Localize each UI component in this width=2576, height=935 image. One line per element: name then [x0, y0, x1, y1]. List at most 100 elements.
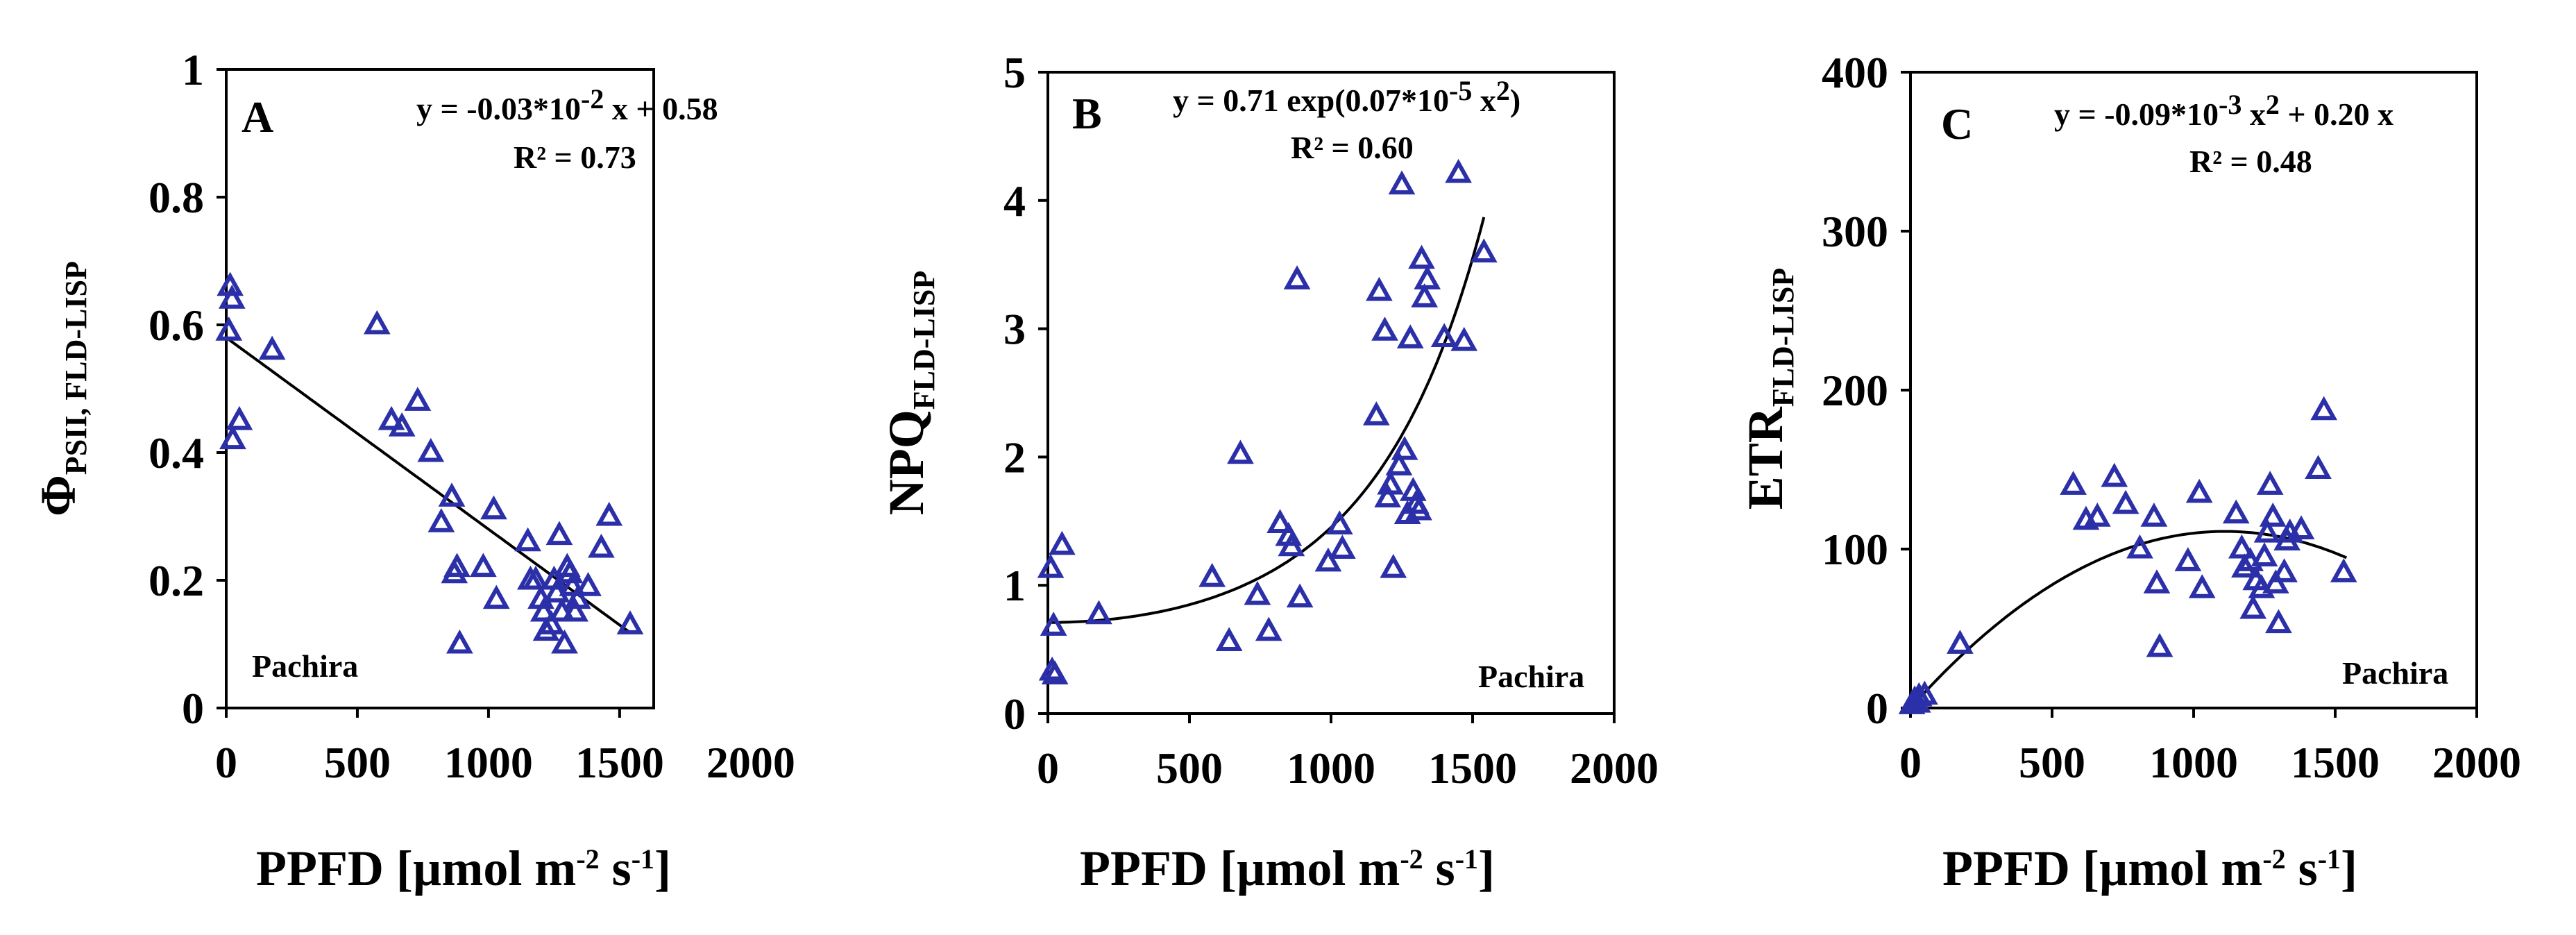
x-tick-label: 2000 [2432, 738, 2521, 787]
y-tick-label: 0.8 [149, 173, 204, 222]
y-tick-label: 2 [1003, 432, 1026, 482]
data-point [427, 508, 455, 532]
data-point [545, 521, 573, 546]
data-point [404, 387, 432, 411]
y-tick-label: 400 [1822, 48, 1888, 97]
data-point [548, 597, 576, 622]
data-point [2083, 503, 2111, 527]
data-point [482, 584, 510, 609]
data-point [1314, 547, 1342, 572]
y-tick-label: 1 [1003, 561, 1026, 610]
data-point [1388, 170, 1416, 195]
y-tick-label: 0 [1003, 689, 1026, 739]
data-point [559, 572, 586, 596]
species-label-a: Pachira [252, 648, 358, 684]
data-point [443, 553, 471, 578]
x-tick-label: 1500 [1428, 743, 1517, 793]
data-point [1396, 324, 1424, 348]
data-point [1283, 265, 1311, 289]
data-point [1470, 238, 1498, 263]
data-point [538, 610, 565, 634]
data-point [2287, 515, 2315, 540]
data-point [438, 482, 466, 507]
data-point [1278, 532, 1305, 557]
x-ticks-b: 0 500 1000 1500 2000 [1037, 714, 1659, 793]
data-point [2239, 594, 2267, 619]
fit-equation-b: y = 0.71 exp(0.07*10-5 x2) [1173, 75, 1520, 118]
data-point [1911, 680, 1938, 705]
data-point [2330, 558, 2357, 582]
data-point [1041, 660, 1069, 685]
x-ticks-a: 0 500 1000 1500 2000 [215, 708, 795, 787]
x-tick-label: 500 [324, 738, 391, 787]
x-tick-label: 1000 [1287, 743, 1375, 793]
data-points-c [1898, 396, 2357, 714]
data-point [2262, 569, 2289, 593]
x-axis-label-c: PPFD [µmol m-2 s-1] [1942, 841, 2357, 896]
data-point [2256, 471, 2284, 495]
data-point [2305, 455, 2332, 479]
data-point [1450, 326, 1478, 351]
x-tick-label: 1000 [2149, 738, 2238, 787]
data-point [219, 425, 246, 450]
y-tick-label: 1 [182, 45, 204, 94]
data-point [1227, 439, 1254, 464]
x-tick-label: 1500 [2291, 738, 2380, 787]
data-point [1049, 530, 1076, 555]
data-point [588, 533, 615, 558]
panel-a: 0 0.2 0.4 0.6 0.8 1 0 500 1000 1500 2000 A Pachir… [31, 45, 795, 896]
data-point [2126, 534, 2153, 559]
data-point [1380, 554, 1407, 578]
data-point [2060, 471, 2087, 495]
data-point [561, 597, 588, 622]
x-tick-label: 1000 [444, 738, 533, 787]
data-point [564, 584, 591, 609]
data-point [1408, 244, 1435, 269]
data-point [1244, 580, 1271, 605]
data-point [218, 285, 246, 309]
data-point [215, 317, 243, 341]
x-tick-label: 2000 [706, 738, 795, 787]
data-point [1085, 600, 1112, 625]
data-point [1430, 323, 1458, 348]
data-point [226, 405, 253, 430]
data-point [2143, 569, 2171, 593]
data-point [2310, 396, 2338, 421]
x-ticks-c: 0 500 1000 1500 2000 [1899, 708, 2521, 787]
data-point [417, 437, 445, 462]
data-point [522, 565, 550, 590]
data-point [1362, 401, 1390, 426]
x-axis-label-a: PPFD [µmol m-2 s-1] [256, 841, 671, 896]
data-point [2146, 632, 2174, 657]
data-point [258, 335, 286, 360]
r-squared-c: R² = 0.48 [2189, 144, 2312, 179]
data-point [1374, 483, 1401, 508]
y-tick-label: 5 [1003, 48, 1026, 97]
data-points-a [215, 271, 644, 654]
x-tick-label: 500 [1156, 743, 1223, 793]
species-label-b: Pachira [1478, 659, 1584, 694]
data-point [2222, 499, 2250, 524]
data-point [1215, 627, 1243, 652]
data-point [1411, 283, 1439, 308]
panel-c: 0 100 200 300 400 0 500 1000 1500 2000 C Pachira… [1738, 48, 2521, 896]
data-point [446, 629, 473, 654]
fit-curve-a [225, 336, 632, 634]
data-point [1198, 562, 1226, 587]
fit-equation-c: y = -0.09*10-3 x2 + 0.20 x [2054, 89, 2393, 132]
y-tick-label: 300 [1822, 207, 1888, 256]
y-tick-label: 200 [1822, 366, 1888, 415]
fit-curve-b [1048, 217, 1486, 624]
species-label-c: Pachira [2342, 655, 2448, 691]
y-ticks-b: 0 1 2 3 4 5 [1003, 48, 1048, 739]
data-point [2259, 503, 2287, 527]
y-tick-label: 0 [1866, 684, 1888, 733]
data-point [1037, 554, 1065, 578]
data-point [363, 310, 391, 335]
data-point [551, 629, 578, 654]
data-point [514, 527, 541, 552]
data-point [616, 610, 644, 634]
data-point [1445, 158, 1472, 183]
data-point [595, 501, 623, 526]
y-tick-label: 100 [1822, 525, 1888, 574]
